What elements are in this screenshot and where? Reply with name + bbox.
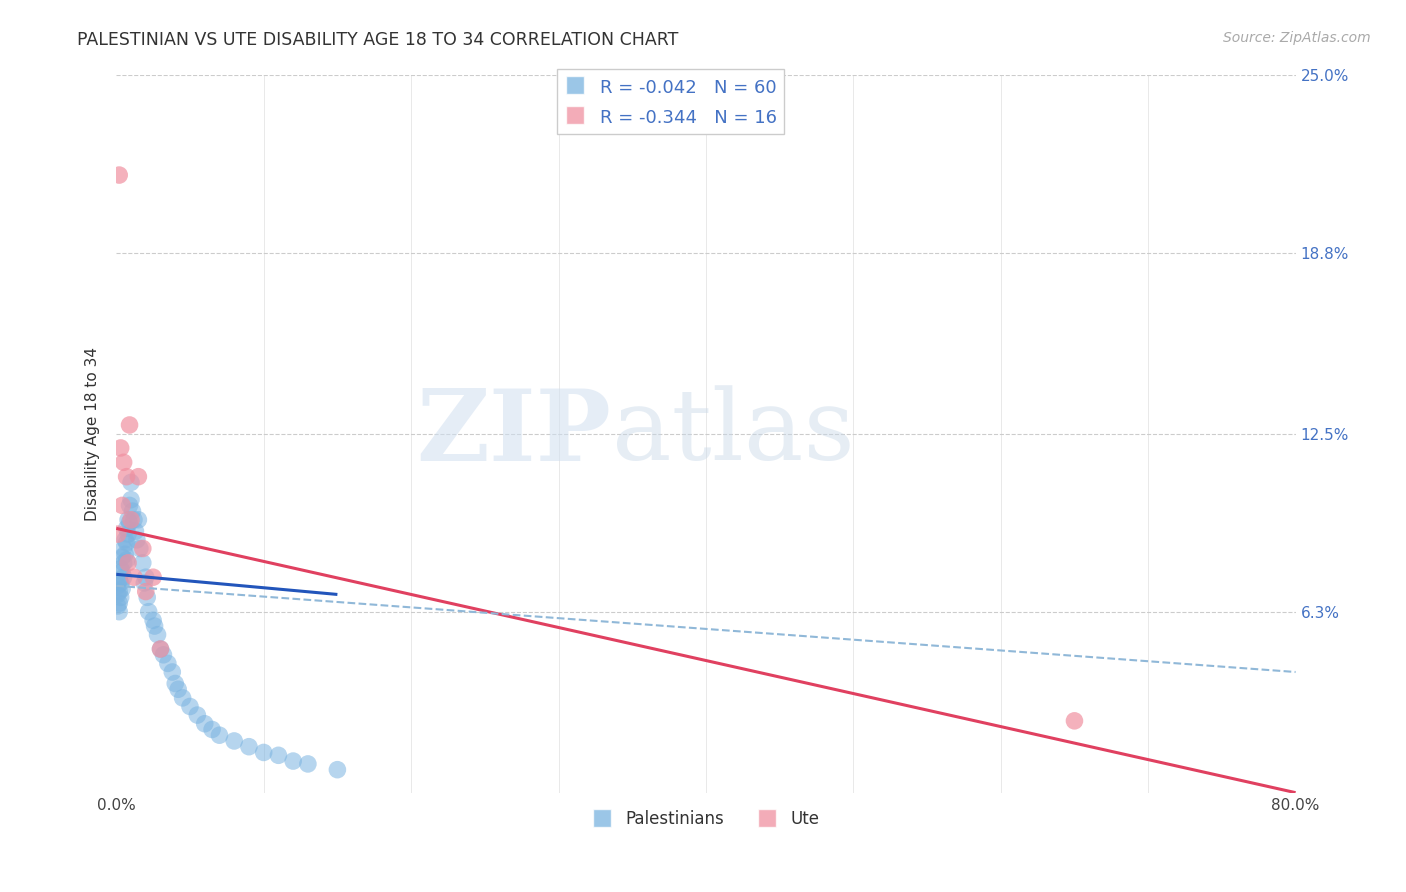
Point xyxy=(297,756,319,771)
Point xyxy=(118,417,141,432)
Point xyxy=(115,535,138,549)
Point xyxy=(143,619,166,633)
Point xyxy=(149,642,172,657)
Point xyxy=(132,556,155,570)
Point xyxy=(108,584,131,599)
Point xyxy=(108,573,131,587)
Point xyxy=(112,541,135,556)
Point xyxy=(136,591,159,605)
Point xyxy=(127,469,149,483)
Point xyxy=(172,690,194,705)
Point xyxy=(124,524,146,539)
Text: atlas: atlas xyxy=(612,385,855,482)
Point xyxy=(125,533,148,547)
Text: Source: ZipAtlas.com: Source: ZipAtlas.com xyxy=(1223,31,1371,45)
Point xyxy=(156,657,179,671)
Point xyxy=(122,513,145,527)
Point xyxy=(165,676,187,690)
Point xyxy=(186,708,208,723)
Point xyxy=(120,492,142,507)
Point xyxy=(111,582,134,596)
Point xyxy=(107,527,129,541)
Point xyxy=(118,516,141,530)
Point xyxy=(115,469,138,483)
Point xyxy=(267,748,290,763)
Point xyxy=(111,565,134,579)
Point xyxy=(122,570,145,584)
Point xyxy=(132,541,155,556)
Point xyxy=(149,642,172,657)
Point xyxy=(201,723,224,737)
Point xyxy=(142,613,165,627)
Point xyxy=(110,561,132,575)
Text: PALESTINIAN VS UTE DISABILITY AGE 18 TO 34 CORRELATION CHART: PALESTINIAN VS UTE DISABILITY AGE 18 TO … xyxy=(77,31,679,49)
Point xyxy=(127,513,149,527)
Point xyxy=(135,570,157,584)
Point xyxy=(283,754,305,768)
Point xyxy=(238,739,260,754)
Y-axis label: Disability Age 18 to 34: Disability Age 18 to 34 xyxy=(86,347,100,521)
Point xyxy=(117,527,139,541)
Point xyxy=(208,728,231,742)
Point xyxy=(114,547,136,561)
Point xyxy=(111,499,134,513)
Point xyxy=(117,556,139,570)
Point xyxy=(112,570,135,584)
Point xyxy=(118,499,141,513)
Point xyxy=(146,628,169,642)
Point xyxy=(162,665,184,679)
Text: ZIP: ZIP xyxy=(416,385,612,482)
Point xyxy=(253,746,276,760)
Point xyxy=(120,475,142,490)
Point xyxy=(110,441,132,455)
Point xyxy=(117,513,139,527)
Point xyxy=(110,576,132,591)
Point xyxy=(111,550,134,565)
Point xyxy=(107,587,129,601)
Point xyxy=(114,533,136,547)
Point xyxy=(326,763,349,777)
Point xyxy=(108,605,131,619)
Point xyxy=(152,648,174,662)
Point xyxy=(110,591,132,605)
Point xyxy=(112,455,135,469)
Point xyxy=(115,553,138,567)
Legend: Palestinians, Ute: Palestinians, Ute xyxy=(585,804,827,835)
Point xyxy=(167,682,190,697)
Point xyxy=(128,541,150,556)
Point xyxy=(108,168,131,182)
Point xyxy=(108,596,131,610)
Point xyxy=(194,716,217,731)
Point xyxy=(115,521,138,535)
Point xyxy=(112,556,135,570)
Point xyxy=(135,584,157,599)
Point xyxy=(121,504,143,518)
Point xyxy=(107,579,129,593)
Point xyxy=(142,570,165,584)
Point xyxy=(224,734,246,748)
Point xyxy=(120,513,142,527)
Point xyxy=(179,699,201,714)
Point xyxy=(1063,714,1085,728)
Point xyxy=(138,605,160,619)
Point xyxy=(107,599,129,613)
Point xyxy=(134,576,156,591)
